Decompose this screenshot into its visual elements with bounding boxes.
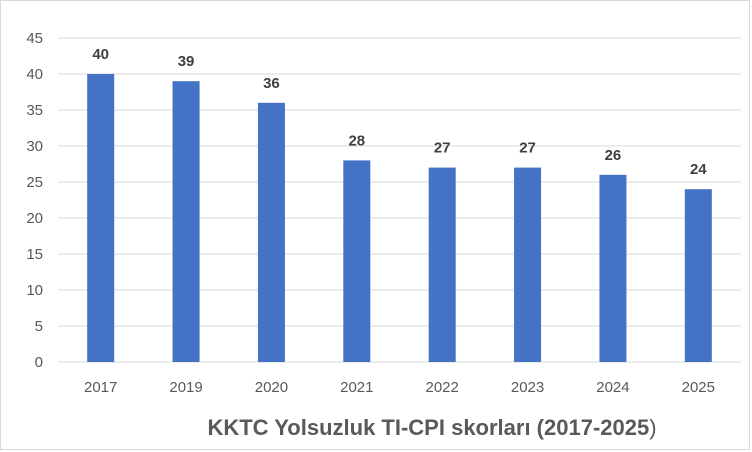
y-tick-label: 5 (35, 318, 43, 335)
y-tick-label: 40 (26, 66, 43, 83)
bar-2023 (514, 167, 542, 362)
y-axis-tick-labels: 0 5 10 15 20 25 30 35 40 45 (26, 30, 43, 371)
bar-2020 (257, 102, 285, 363)
x-tick-label-2017: 2017 (84, 379, 117, 396)
data-label-2019: 39 (178, 53, 195, 70)
x-tick-label-2020: 2020 (255, 379, 288, 396)
bar-2025 (684, 189, 712, 362)
y-tick-label: 10 (26, 282, 43, 299)
y-tick-label: 35 (26, 102, 43, 119)
x-tick-label-2025: 2025 (682, 379, 715, 396)
data-label-2025: 24 (690, 161, 707, 178)
x-axis-tick-labels: 2017 2019 2020 2021 2022 2023 2024 2025 (84, 379, 715, 396)
y-tick-label: 45 (26, 30, 43, 47)
y-tick-label: 15 (26, 246, 43, 263)
x-tick-label-2022: 2022 (426, 379, 459, 396)
data-label-2021: 28 (348, 132, 365, 149)
chart-title: KKTC Yolsuzluk TI-CPI skorları (2017-202… (1, 415, 752, 441)
bars (87, 74, 712, 363)
bar-2024 (599, 174, 627, 362)
bar-2021 (343, 160, 371, 362)
chart-title-text: KKTC Yolsuzluk TI-CPI skorları (2017-202… (207, 415, 650, 440)
x-tick-label-2019: 2019 (169, 379, 202, 396)
x-tick-label-2021: 2021 (340, 379, 373, 396)
y-tick-label: 30 (26, 138, 43, 155)
bar-2019 (172, 81, 200, 362)
chart-title-suffix: ) (649, 415, 657, 440)
data-labels: 40 39 36 28 27 27 26 24 (92, 46, 707, 178)
y-tick-label: 25 (26, 174, 43, 191)
data-label-2024: 26 (605, 147, 622, 164)
data-label-2022: 27 (434, 140, 451, 157)
bar-2017 (87, 74, 115, 362)
bar-2022 (428, 167, 456, 362)
data-label-2017: 40 (92, 46, 109, 63)
data-label-2023: 27 (519, 140, 536, 157)
x-tick-label-2024: 2024 (596, 379, 629, 396)
y-tick-label: 20 (26, 210, 43, 227)
y-tick-label: 0 (35, 354, 43, 371)
data-label-2020: 36 (263, 75, 280, 92)
x-tick-label-2023: 2023 (511, 379, 544, 396)
gridlines (58, 37, 741, 363)
